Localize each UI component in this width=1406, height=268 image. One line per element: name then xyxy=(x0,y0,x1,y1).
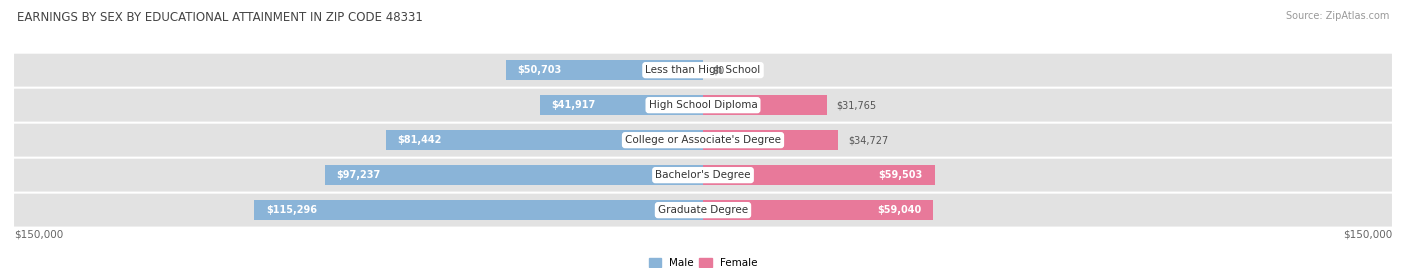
Bar xyxy=(540,95,703,115)
Text: $115,296: $115,296 xyxy=(266,205,316,215)
FancyBboxPatch shape xyxy=(14,54,1392,87)
Text: $97,237: $97,237 xyxy=(336,170,381,180)
Text: $41,917: $41,917 xyxy=(551,100,596,110)
Text: Bachelor's Degree: Bachelor's Degree xyxy=(655,170,751,180)
Bar xyxy=(703,200,932,220)
Text: $50,703: $50,703 xyxy=(517,65,561,75)
Bar xyxy=(703,165,935,185)
Bar xyxy=(703,95,827,115)
Text: College or Associate's Degree: College or Associate's Degree xyxy=(626,135,780,145)
Bar xyxy=(506,60,703,80)
Text: $0: $0 xyxy=(713,65,725,75)
Bar xyxy=(254,200,703,220)
FancyBboxPatch shape xyxy=(14,124,1392,157)
Bar xyxy=(325,165,703,185)
Text: $59,040: $59,040 xyxy=(877,205,921,215)
Text: EARNINGS BY SEX BY EDUCATIONAL ATTAINMENT IN ZIP CODE 48331: EARNINGS BY SEX BY EDUCATIONAL ATTAINMEN… xyxy=(17,11,423,24)
Text: $81,442: $81,442 xyxy=(398,135,441,145)
Text: $34,727: $34,727 xyxy=(848,135,889,145)
Text: $150,000: $150,000 xyxy=(1343,230,1392,240)
Bar xyxy=(387,130,703,150)
Text: $31,765: $31,765 xyxy=(837,100,876,110)
Text: Graduate Degree: Graduate Degree xyxy=(658,205,748,215)
Legend: Male, Female: Male, Female xyxy=(648,258,758,268)
Text: Less than High School: Less than High School xyxy=(645,65,761,75)
Bar xyxy=(703,130,838,150)
Text: Source: ZipAtlas.com: Source: ZipAtlas.com xyxy=(1285,11,1389,21)
Text: High School Diploma: High School Diploma xyxy=(648,100,758,110)
Text: $59,503: $59,503 xyxy=(879,170,922,180)
Text: $150,000: $150,000 xyxy=(14,230,63,240)
FancyBboxPatch shape xyxy=(14,194,1392,226)
FancyBboxPatch shape xyxy=(14,89,1392,122)
FancyBboxPatch shape xyxy=(14,159,1392,192)
